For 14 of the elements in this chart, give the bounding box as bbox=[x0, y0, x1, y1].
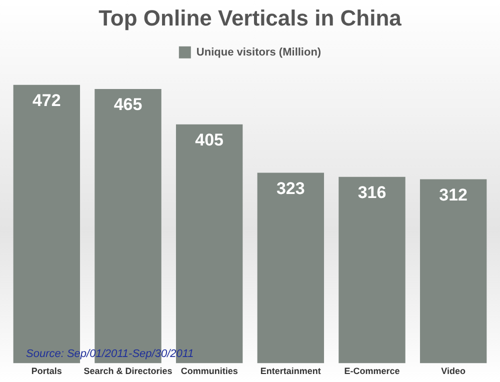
x-tick-label: Search & Directories bbox=[84, 366, 172, 376]
x-tick-label: Video bbox=[441, 366, 466, 376]
chart-title: Top Online Verticals in China bbox=[98, 5, 402, 30]
legend-label: Unique visitors (Million) bbox=[196, 46, 322, 58]
x-tick-label: Portals bbox=[31, 366, 62, 376]
data-label: 465 bbox=[114, 95, 142, 114]
data-label: 312 bbox=[439, 185, 468, 204]
x-tick-label: E-Commerce bbox=[344, 366, 400, 376]
data-label: 316 bbox=[358, 183, 386, 202]
x-tick-label: Entertainment bbox=[260, 366, 321, 376]
data-label: 323 bbox=[276, 178, 305, 198]
x-tick-label: Communities bbox=[180, 366, 238, 376]
data-label: 472 bbox=[32, 91, 61, 110]
data-label: 405 bbox=[195, 130, 224, 150]
